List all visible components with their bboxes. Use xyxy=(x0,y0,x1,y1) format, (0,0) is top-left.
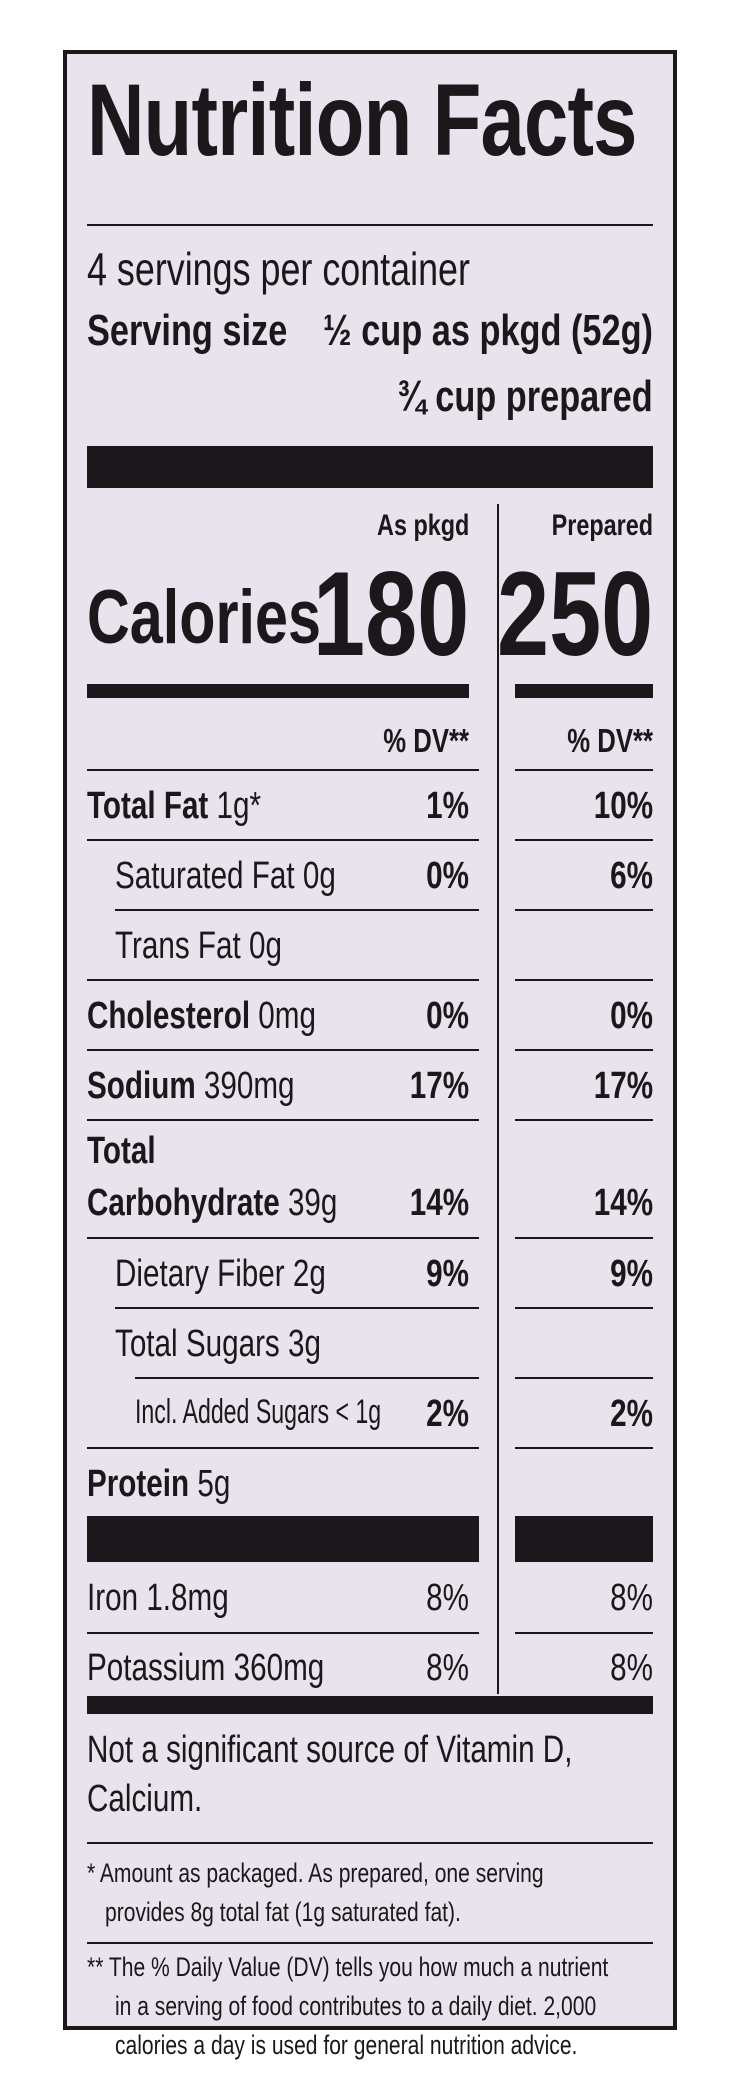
vitamin-band-prep xyxy=(515,1516,653,1562)
calories-prepared: 250 xyxy=(496,547,653,681)
carbohydrate-dv-pkgd: 14% xyxy=(409,1182,469,1224)
column-divider xyxy=(497,504,499,1694)
mineral-iron: Iron 1.8mg xyxy=(87,1577,229,1619)
cal-rule-prepared xyxy=(515,684,653,698)
cholesterol-dv-pkgd: 0% xyxy=(426,995,469,1037)
nutrient-trans-fat: Trans Fat 0g xyxy=(115,925,282,967)
nutrient-carbohydrate: Carbohydrate 39g xyxy=(87,1182,338,1224)
serving-size-pkgd: ½ cup as pkgd (52g) xyxy=(323,306,653,355)
saturated-fat-dv-prep: 6% xyxy=(610,855,653,897)
nutrient-total-label: Total xyxy=(87,1130,156,1172)
col-head-pkgd: As pkgd xyxy=(376,509,469,542)
sodium-dv-pkgd: 17% xyxy=(409,1065,469,1107)
nutrient-total-fat: Total Fat 1g* xyxy=(87,785,262,827)
calories-pkgd: 180 xyxy=(312,547,469,681)
divider xyxy=(87,224,653,226)
nutrition-facts-label: Nutrition Facts 4 servings per container… xyxy=(63,50,677,2060)
nutrient-total-sugars: Total Sugars 3g xyxy=(115,1323,321,1365)
nutrient-saturated-fat: Saturated Fat 0g xyxy=(115,855,336,897)
footnote-daily-value: ** The % Daily Value (DV) tells you how … xyxy=(87,1952,609,2061)
label-title: Nutrition Facts xyxy=(87,63,637,177)
dietary-fiber-dv-prep: 9% xyxy=(610,1253,653,1295)
carbohydrate-dv-prep: 14% xyxy=(593,1182,653,1224)
total-fat-dv-pkgd: 1% xyxy=(426,785,469,827)
dv-head-prepared: % DV** xyxy=(567,722,653,759)
col-head-prepared: Prepared xyxy=(551,509,653,542)
nutrient-added-sugars: Incl. Added Sugars < 1g xyxy=(135,1393,382,1431)
calories-label: Calories xyxy=(87,575,321,660)
nutrient-sodium: Sodium 390mg xyxy=(87,1065,295,1107)
total-fat-dv-prep: 10% xyxy=(593,785,653,827)
serving-size-prepared: ¾ cup prepared xyxy=(397,372,653,421)
cholesterol-dv-prep: 0% xyxy=(610,995,653,1037)
nutrient-cholesterol: Cholesterol 0mg xyxy=(87,995,316,1037)
servings-per-container: 4 servings per container xyxy=(87,243,470,295)
potassium-dv-pkgd: 8% xyxy=(426,1647,469,1689)
divider xyxy=(87,1842,653,1844)
footnote-packaged: * Amount as packaged. As prepared, one s… xyxy=(87,1858,544,1928)
nutrient-protein: Protein 5g xyxy=(87,1463,231,1505)
added-sugars-dv-pkgd: 2% xyxy=(426,1393,469,1435)
thick-bar xyxy=(87,446,653,488)
nutrient-dietary-fiber: Dietary Fiber 2g xyxy=(115,1253,326,1295)
sodium-dv-prep: 17% xyxy=(593,1065,653,1107)
potassium-dv-prep: 8% xyxy=(610,1647,653,1689)
dv-head-pkgd: % DV** xyxy=(383,722,469,759)
saturated-fat-dv-pkgd: 0% xyxy=(426,855,469,897)
added-sugars-dv-prep: 2% xyxy=(610,1393,653,1435)
serving-size-label: Serving size xyxy=(87,306,288,355)
not-significant-note: Not a significant source of Vitamin D, C… xyxy=(87,1729,573,1821)
vitamin-band-pkgd xyxy=(87,1516,479,1562)
divider xyxy=(87,1942,653,1944)
cal-rule-pkgd xyxy=(87,684,469,698)
iron-dv-pkgd: 8% xyxy=(426,1577,469,1619)
dietary-fiber-dv-pkgd: 9% xyxy=(426,1253,469,1295)
thick-bar-bottom xyxy=(87,1696,653,1714)
mineral-potassium: Potassium 360mg xyxy=(87,1647,325,1689)
iron-dv-prep: 8% xyxy=(610,1577,653,1619)
